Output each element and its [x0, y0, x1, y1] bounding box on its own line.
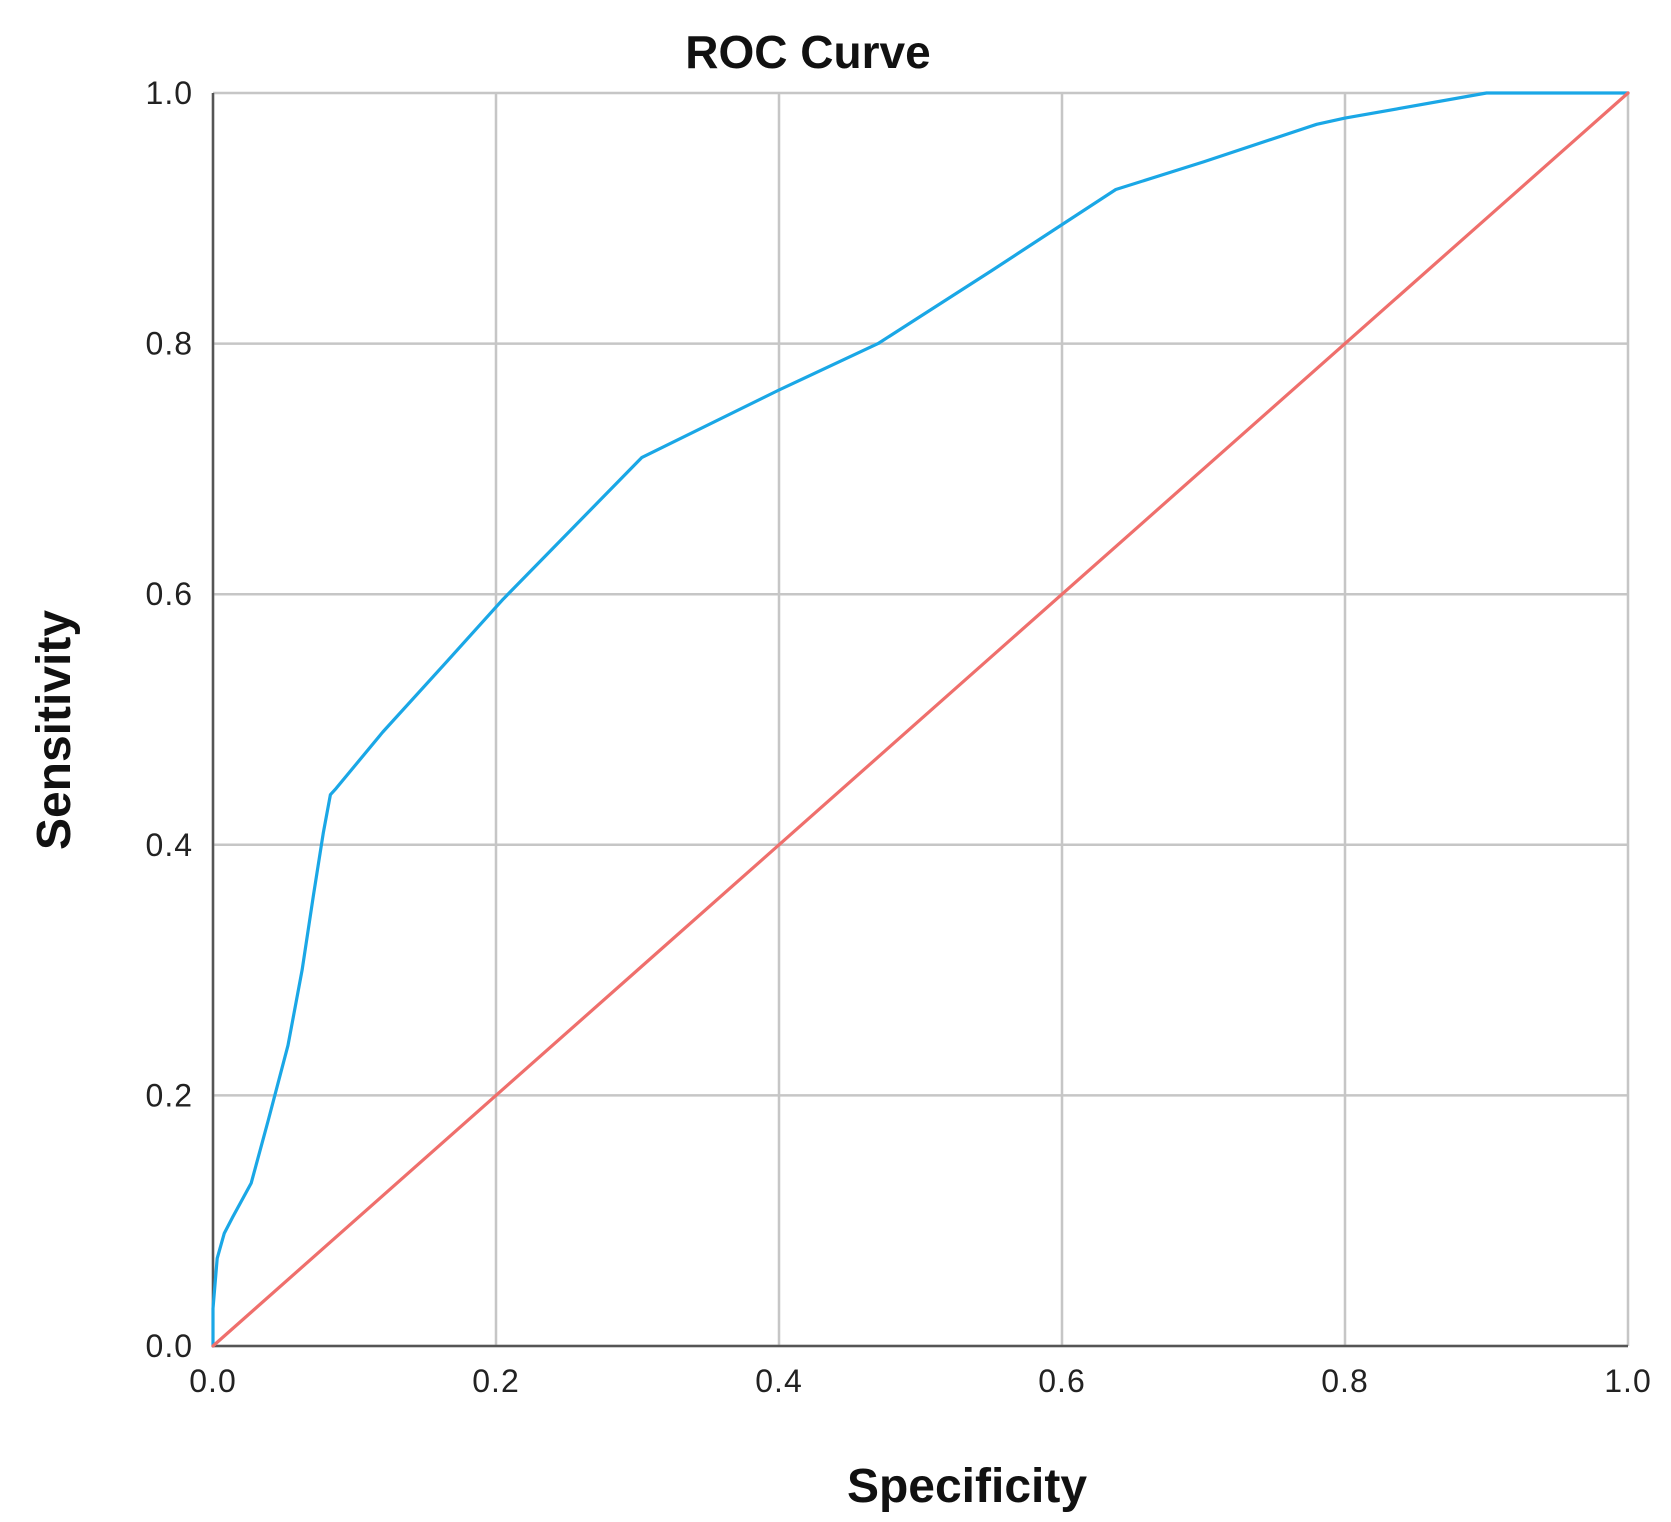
x-tick-label: 0.4 — [755, 1363, 802, 1399]
x-tick-label: 0.2 — [472, 1363, 519, 1399]
tick-labels: 0.0 0.2 0.4 0.6 0.8 1.0 0.0 0.2 0.4 0.6 0.8 1.0 — [146, 75, 1651, 1399]
y-tick-label: 0.4 — [146, 827, 193, 863]
x-tick-label: 0.0 — [189, 1363, 236, 1399]
series-lines — [211, 91, 1630, 1348]
y-tick-label: 0.8 — [146, 326, 193, 362]
y-tick-label: 1.0 — [146, 75, 193, 111]
y-axis-title: Sensitivity — [28, 610, 81, 850]
y-tick-label: 0.0 — [146, 1328, 193, 1364]
x-tick-label: 1.0 — [1604, 1363, 1651, 1399]
roc-curve-line — [211, 91, 1630, 1348]
axes — [211, 93, 1628, 1348]
reference-diagonal-line — [211, 91, 1630, 1348]
x-tick-label: 0.6 — [1038, 1363, 1085, 1399]
y-tick-label: 0.6 — [146, 576, 193, 612]
x-tick-label: 0.8 — [1321, 1363, 1368, 1399]
y-tick-label: 0.2 — [146, 1077, 193, 1113]
chart-title: ROC Curve — [685, 26, 930, 78]
x-axis-title: Specificity — [847, 1460, 1087, 1513]
